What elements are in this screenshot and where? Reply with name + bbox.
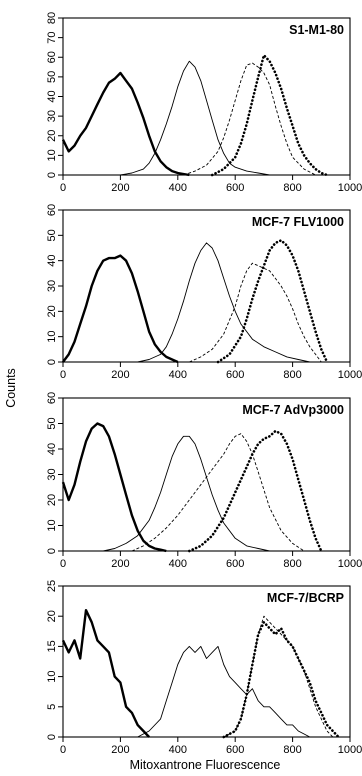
- x-tick-label: 800: [283, 182, 301, 194]
- y-tick-label: 50: [46, 229, 58, 241]
- x-tick-label: 200: [111, 744, 129, 756]
- x-tick-label: 0: [60, 182, 66, 194]
- series-thick-solid-line: [61, 71, 190, 177]
- y-tick-label: 20: [46, 305, 58, 317]
- x-tick-label: 800: [283, 558, 301, 570]
- y-tick-label: 50: [46, 71, 58, 83]
- y-tick-label: 30: [46, 280, 58, 292]
- y-tick-label: 30: [46, 110, 58, 122]
- y-tick-label: 0: [46, 172, 58, 178]
- x-tick-label: 200: [111, 558, 129, 570]
- histogram-panel-2: 0 200 400 600 800 1000 0 10 20 30 40 50 60 MCF-7 FLV1…: [46, 204, 362, 381]
- x-tick-label: 400: [169, 558, 187, 570]
- y-tick-label: 50: [46, 417, 58, 429]
- y-tick-label: 40: [46, 255, 58, 267]
- panel-title: S1-M1-80: [289, 23, 344, 37]
- y-tick-label: 0: [46, 734, 58, 740]
- x-axis-title: Mitoxantrone Fluorescence: [130, 758, 281, 772]
- y-tick-label: 15: [46, 640, 58, 652]
- histogram-panel-1: 0 200 400 600 800 1000 0 10 20 30 40 50 60 70 80 S1-M1-…: [46, 12, 362, 194]
- series-dotted-line: [210, 54, 329, 177]
- panel-title: MCF-7 AdVp3000: [242, 403, 344, 417]
- series-dotted-line: [222, 620, 340, 739]
- y-tick-label: 20: [46, 130, 58, 142]
- panel-title: MCF-7/BCRP: [267, 591, 344, 605]
- y-tick-label: 60: [46, 51, 58, 63]
- x-tick-label: 200: [111, 369, 129, 381]
- x-tick-label: 400: [169, 744, 187, 756]
- series-thin-solid-line: [137, 242, 310, 363]
- series-dashed-line: [189, 262, 322, 363]
- x-tick-label: 600: [226, 558, 244, 570]
- y-tick-label: 40: [46, 90, 58, 102]
- y-tick-label: 60: [46, 392, 58, 404]
- series-thin-solid-line: [137, 645, 311, 738]
- y-tick-label: 25: [46, 580, 58, 592]
- series-thin-solid-line: [120, 60, 270, 176]
- y-tick-label: 10: [46, 149, 58, 161]
- plot-frame: [62, 585, 351, 738]
- y-tick-label: 10: [46, 331, 58, 343]
- y-tick-label: 20: [46, 494, 58, 506]
- panels-group: 0 200 400 600 800 100001020304050607080S1-M1-…: [46, 12, 362, 756]
- series-dotted-line: [216, 239, 329, 364]
- y-tick-label: 0: [46, 359, 58, 365]
- series-dotted-line: [188, 429, 323, 553]
- x-tick-label: 400: [169, 369, 187, 381]
- series-thin-solid-line: [103, 435, 270, 552]
- y-axis-title: Counts: [4, 368, 18, 408]
- x-tick-label: 0: [60, 744, 66, 756]
- x-tick-label: 600: [226, 182, 244, 194]
- plot-frame: [62, 397, 351, 552]
- x-tick-label: 600: [226, 744, 244, 756]
- series-thick-solid-line: [62, 254, 179, 364]
- x-tick-label: 1000: [338, 369, 362, 381]
- series-dashed-line: [131, 433, 305, 552]
- y-tick-label: 40: [46, 443, 58, 455]
- x-tick-label: 0: [60, 558, 66, 570]
- y-tick-label: 80: [46, 12, 58, 24]
- x-tick-label: 400: [169, 182, 187, 194]
- series-thick-solid-line: [61, 422, 167, 553]
- x-tick-label: 0: [60, 369, 66, 381]
- x-tick-label: 1000: [338, 744, 362, 756]
- plot-frame: [62, 17, 351, 176]
- y-tick-label: 0: [46, 548, 58, 554]
- x-tick-label: 600: [226, 369, 244, 381]
- y-tick-label: 70: [46, 32, 58, 44]
- x-tick-label: 800: [283, 369, 301, 381]
- y-tick-label: 30: [46, 468, 58, 480]
- y-tick-label: 5: [46, 704, 58, 710]
- plot-frame: [62, 209, 351, 363]
- histogram-panel-3: 0 200 400 600 800 1000 0 10 20 30 40 50 60 MCF-7 AdVp…: [46, 392, 362, 570]
- y-tick-label: 20: [46, 610, 58, 622]
- x-tick-label: 200: [111, 182, 129, 194]
- series-thick-solid-line: [61, 609, 150, 738]
- y-tick-label: 60: [46, 204, 58, 216]
- x-tick-label: 800: [283, 744, 301, 756]
- y-tick-label: 10: [46, 670, 58, 682]
- x-tick-label: 1000: [338, 182, 362, 194]
- series-dashed-line: [183, 62, 316, 176]
- histogram-panel-4: 0 200 400 600 800 1000 0 5 10 15 20 25 MCF-7/BCRP: [46, 580, 362, 756]
- panel-title: MCF-7 FLV1000: [252, 215, 344, 229]
- x-tick-label: 1000: [338, 558, 362, 570]
- y-tick-label: 10: [46, 519, 58, 531]
